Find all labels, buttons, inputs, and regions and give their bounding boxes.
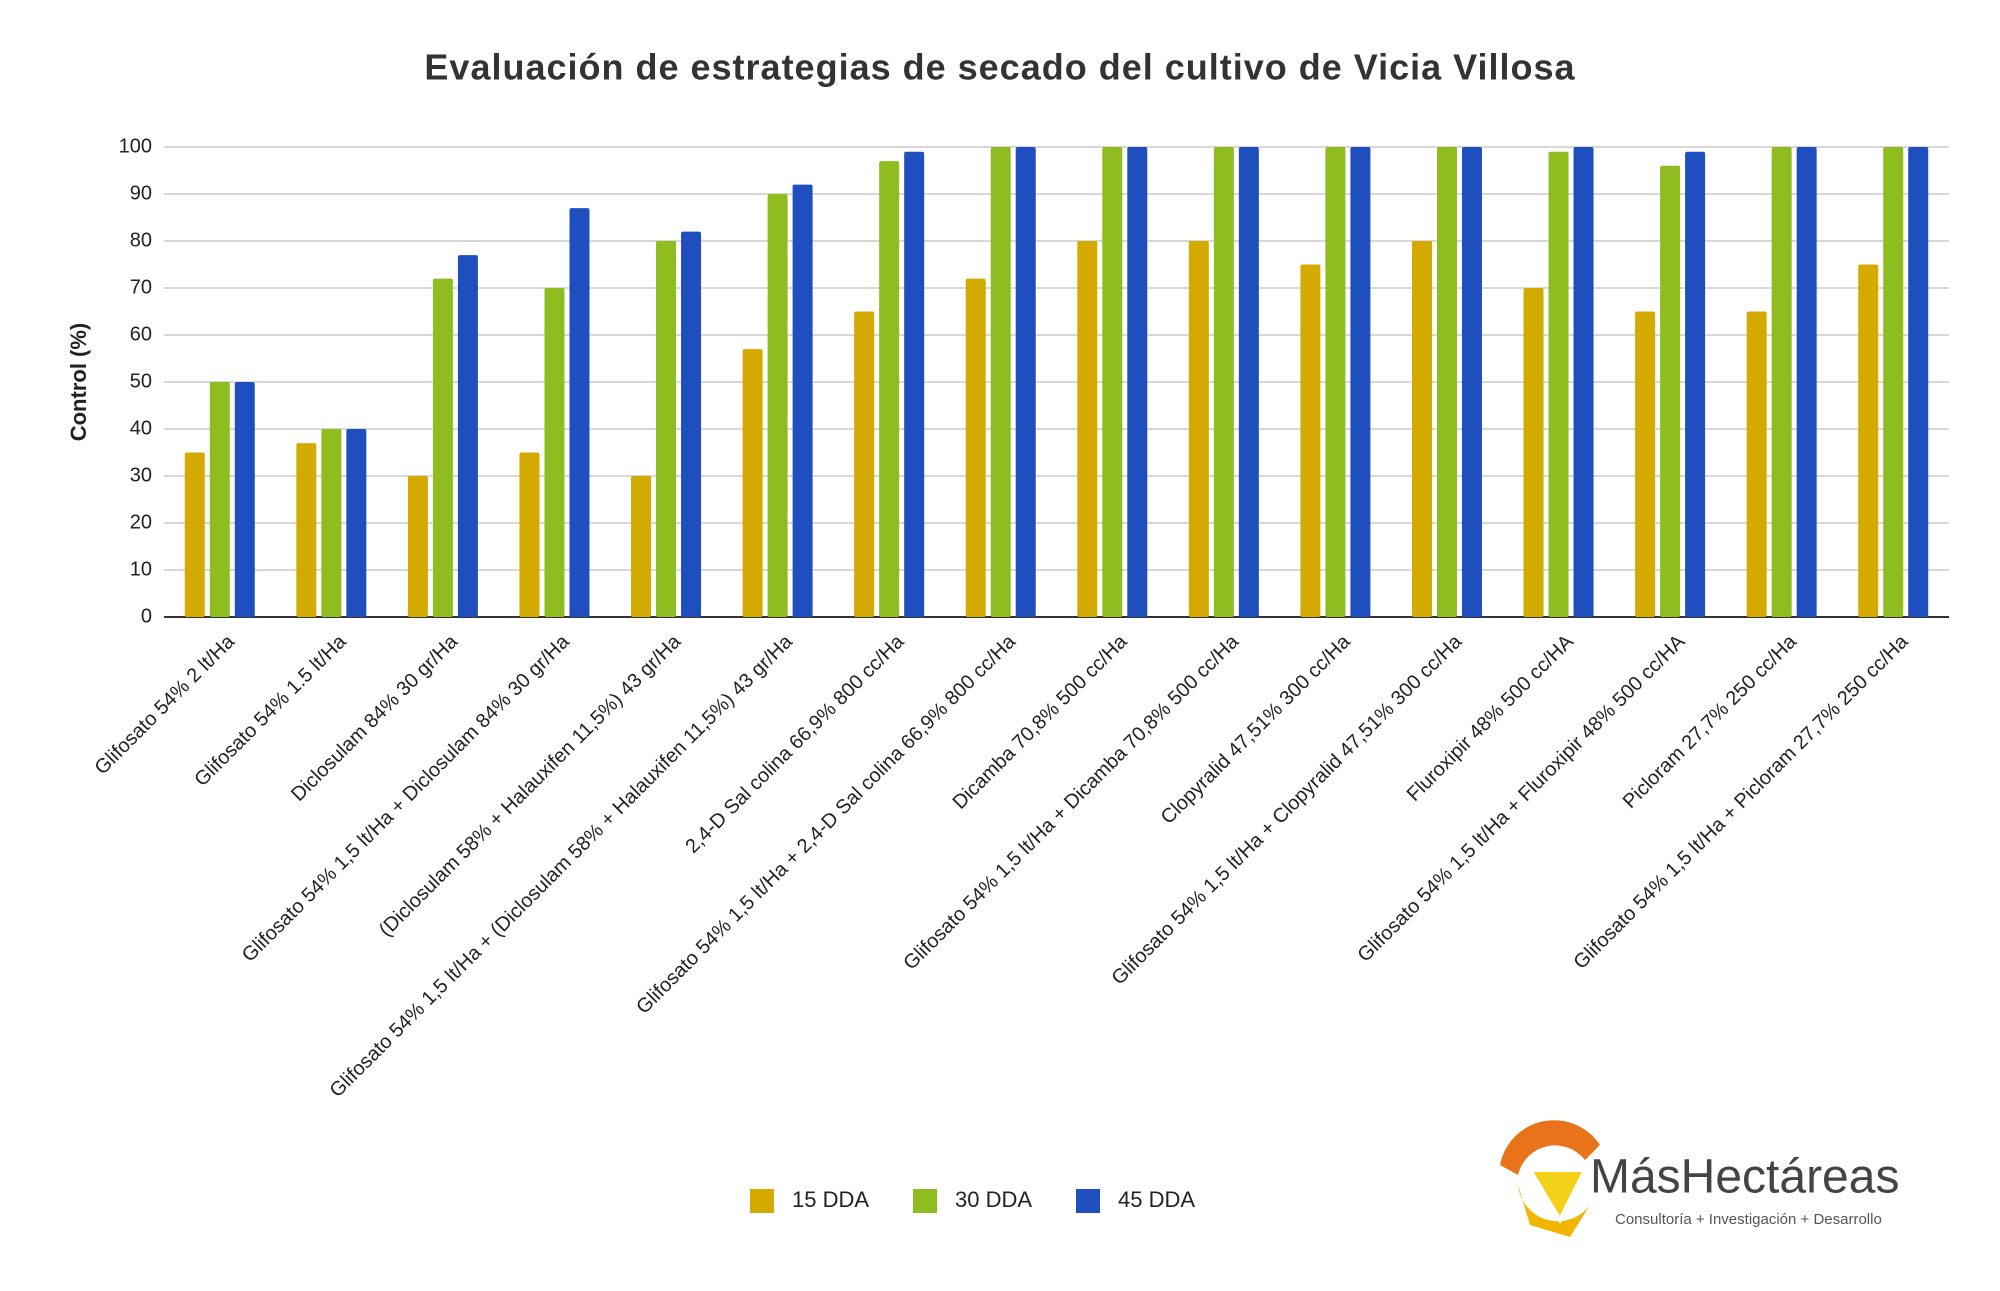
logo: MásHectáreas Consultoría + Investigación… bbox=[1500, 1120, 1899, 1237]
bar bbox=[1771, 147, 1792, 617]
legend-label: 15 DDA bbox=[792, 1187, 869, 1212]
legend-swatch bbox=[750, 1189, 774, 1213]
bar bbox=[1858, 264, 1879, 617]
bar bbox=[457, 255, 478, 617]
y-tick-label: 0 bbox=[141, 605, 152, 627]
bar bbox=[656, 241, 677, 617]
bar bbox=[296, 443, 317, 617]
y-axis-label: Control (%) bbox=[66, 323, 91, 442]
bar bbox=[1015, 147, 1036, 617]
y-tick-label: 50 bbox=[130, 370, 152, 392]
y-tick-label: 90 bbox=[130, 182, 152, 204]
bar bbox=[1325, 147, 1346, 617]
legend-label: 45 DDA bbox=[1118, 1187, 1195, 1212]
y-tick-label: 100 bbox=[119, 135, 152, 157]
bar bbox=[1746, 311, 1767, 617]
bar bbox=[184, 452, 205, 617]
y-tick-label: 20 bbox=[130, 511, 152, 533]
bar bbox=[1411, 241, 1432, 617]
bar bbox=[209, 382, 230, 617]
logo-shape bbox=[1526, 1168, 1589, 1225]
y-tick-label: 30 bbox=[130, 464, 152, 486]
bar bbox=[1238, 147, 1259, 617]
bar bbox=[631, 476, 652, 617]
y-tick-label: 40 bbox=[130, 417, 152, 439]
logo-arc bbox=[1500, 1120, 1600, 1175]
bar bbox=[407, 476, 428, 617]
bar bbox=[346, 429, 367, 617]
bar bbox=[990, 147, 1011, 617]
bar bbox=[1523, 288, 1544, 617]
logo-arc bbox=[1518, 1185, 1590, 1237]
bar bbox=[1573, 147, 1594, 617]
legend-label: 30 DDA bbox=[955, 1187, 1032, 1212]
bar bbox=[1635, 311, 1656, 617]
bar bbox=[1883, 147, 1904, 617]
logo-name: MásHectáreas bbox=[1590, 1151, 1899, 1204]
y-tick-label: 70 bbox=[130, 276, 152, 298]
bar bbox=[1436, 147, 1457, 617]
bar bbox=[742, 349, 763, 617]
bar bbox=[519, 452, 540, 617]
bar bbox=[854, 311, 875, 617]
bar bbox=[234, 382, 255, 617]
bar bbox=[1548, 151, 1569, 617]
bar bbox=[321, 429, 342, 617]
legend-swatch bbox=[913, 1189, 937, 1213]
bar bbox=[904, 151, 925, 617]
y-tick-label: 10 bbox=[130, 558, 152, 580]
legend-swatch bbox=[1076, 1189, 1100, 1213]
bar bbox=[1796, 147, 1817, 617]
y-tick-label: 60 bbox=[130, 323, 152, 345]
bar bbox=[1213, 147, 1234, 617]
bar bbox=[681, 231, 702, 617]
bar bbox=[767, 194, 788, 617]
bar bbox=[1461, 147, 1482, 617]
bar bbox=[569, 208, 590, 617]
logo-tagline: Consultoría + Investigación + Desarrollo bbox=[1615, 1211, 1882, 1228]
bar bbox=[1660, 165, 1681, 618]
bar bbox=[544, 288, 565, 617]
bar bbox=[1908, 147, 1929, 617]
bar bbox=[1188, 241, 1209, 617]
bar bbox=[965, 278, 986, 617]
bar bbox=[432, 278, 453, 617]
bar bbox=[1350, 147, 1371, 617]
y-tick-label: 80 bbox=[130, 229, 152, 251]
bar bbox=[1077, 241, 1098, 617]
chart-title: Evaluación de estrategias de secado del … bbox=[424, 47, 1575, 88]
bar bbox=[1685, 151, 1706, 617]
bar bbox=[1102, 147, 1123, 617]
bar bbox=[1127, 147, 1148, 617]
bar bbox=[1300, 264, 1321, 617]
bar bbox=[879, 161, 900, 617]
bar bbox=[792, 184, 813, 617]
